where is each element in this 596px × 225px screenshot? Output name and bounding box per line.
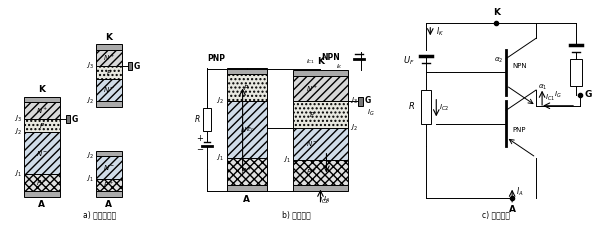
Bar	[24, 174, 60, 191]
Bar	[421, 90, 432, 124]
Bar	[96, 44, 122, 50]
Bar	[128, 62, 132, 70]
Bar	[293, 160, 349, 184]
Text: $J_1$: $J_1$	[86, 174, 94, 184]
Bar	[24, 191, 60, 197]
Text: $I_{C1}$: $I_{C1}$	[306, 57, 315, 66]
Text: $N^-$: $N^-$	[103, 163, 115, 172]
Text: R: R	[194, 115, 200, 124]
Text: $P^+$: $P^+$	[241, 166, 252, 176]
Text: $P$: $P$	[39, 121, 45, 130]
Text: NPN: NPN	[512, 63, 527, 69]
Text: $I_A$: $I_A$	[324, 195, 331, 205]
Text: $J_1$: $J_1$	[14, 169, 22, 180]
Text: K: K	[493, 8, 499, 17]
Text: $J_2$: $J_2$	[86, 96, 94, 106]
Text: NPN: NPN	[321, 53, 340, 62]
Text: $N^+$: $N^+$	[103, 53, 115, 63]
Text: −: −	[196, 145, 203, 154]
Text: $J_3$: $J_3$	[350, 96, 358, 106]
Text: $P^+$: $P^+$	[103, 180, 114, 190]
Bar	[24, 132, 60, 174]
Text: $P$: $P$	[309, 110, 315, 119]
Text: $P$: $P$	[105, 68, 112, 77]
Bar	[96, 66, 122, 79]
Text: a) 晶閘管拆分: a) 晶閘管拆分	[83, 210, 116, 219]
Bar	[203, 108, 210, 130]
Bar	[96, 50, 122, 66]
Text: $I_{C0}$: $I_{C0}$	[246, 125, 255, 134]
Text: G: G	[72, 115, 77, 124]
Text: $J_2$: $J_2$	[86, 151, 94, 162]
Bar	[293, 76, 349, 101]
Text: $N^+$: $N^+$	[306, 84, 318, 94]
Bar	[226, 68, 266, 74]
Text: $N^-$: $N^-$	[241, 125, 253, 134]
Bar	[96, 156, 122, 179]
Bar	[226, 101, 266, 158]
Text: c) 等效電路: c) 等效電路	[482, 210, 510, 219]
Text: b) 等效連接: b) 等效連接	[282, 210, 311, 219]
Text: $I_A$: $I_A$	[516, 185, 524, 198]
Bar	[293, 101, 349, 128]
Text: A: A	[243, 195, 250, 204]
Text: $\alpha_1$: $\alpha_1$	[538, 83, 547, 92]
Text: K: K	[317, 57, 324, 66]
Text: $J_3$: $J_3$	[86, 61, 94, 72]
Bar	[293, 70, 349, 76]
Text: $P$: $P$	[244, 83, 250, 92]
Bar	[570, 58, 582, 86]
Bar	[358, 97, 364, 106]
Text: $\alpha_2$: $\alpha_2$	[494, 56, 503, 65]
Text: K: K	[105, 33, 112, 42]
Bar	[24, 119, 60, 132]
Bar	[96, 179, 122, 191]
Text: $J_1$: $J_1$	[283, 155, 290, 165]
Text: A: A	[38, 200, 45, 209]
Text: $I_{C2}$: $I_{C2}$	[319, 196, 330, 206]
Text: $N^-$: $N^-$	[36, 148, 48, 157]
Text: A: A	[508, 205, 516, 214]
Text: $J_3$: $J_3$	[14, 114, 22, 124]
Text: $I_{C1}$: $I_{C1}$	[545, 93, 555, 103]
Text: $I_{C2}$: $I_{C2}$	[439, 103, 449, 113]
Text: $J_1$: $J_1$	[216, 152, 224, 163]
Text: $J_2$: $J_2$	[350, 123, 358, 133]
Text: $I_G$: $I_G$	[554, 90, 562, 100]
Bar	[226, 74, 266, 101]
Text: $I_K$: $I_K$	[436, 25, 445, 38]
Bar	[24, 102, 60, 119]
Bar	[96, 191, 122, 197]
Text: K: K	[38, 86, 45, 94]
Text: A: A	[105, 200, 112, 209]
Text: PNP: PNP	[512, 127, 526, 133]
Text: $I_G$: $I_G$	[367, 107, 375, 118]
Text: $N^+$: $N^+$	[36, 106, 48, 116]
Text: $U_F$: $U_F$	[403, 54, 414, 67]
Bar	[66, 115, 70, 123]
Bar	[96, 151, 122, 156]
Text: $I_K$: $I_K$	[336, 62, 343, 71]
Text: $J_2$: $J_2$	[216, 96, 224, 106]
Text: +: +	[196, 134, 203, 143]
Text: G: G	[364, 96, 371, 105]
Bar	[226, 184, 266, 191]
Text: R: R	[408, 102, 414, 111]
Text: $N^-$: $N^-$	[306, 140, 318, 148]
Text: G: G	[133, 62, 139, 71]
Bar	[293, 184, 349, 191]
Text: $P^+$: $P^+$	[36, 178, 48, 188]
Bar	[24, 97, 60, 102]
Text: $P^+$: $P^+$	[306, 167, 318, 177]
Text: $J_2$: $J_2$	[14, 126, 22, 137]
Bar	[96, 101, 122, 107]
Text: $N^-$: $N^-$	[103, 86, 115, 94]
Bar	[226, 158, 266, 184]
Text: PNP: PNP	[207, 54, 226, 63]
Text: G: G	[584, 90, 591, 99]
Bar	[96, 79, 122, 101]
Bar	[293, 128, 349, 160]
